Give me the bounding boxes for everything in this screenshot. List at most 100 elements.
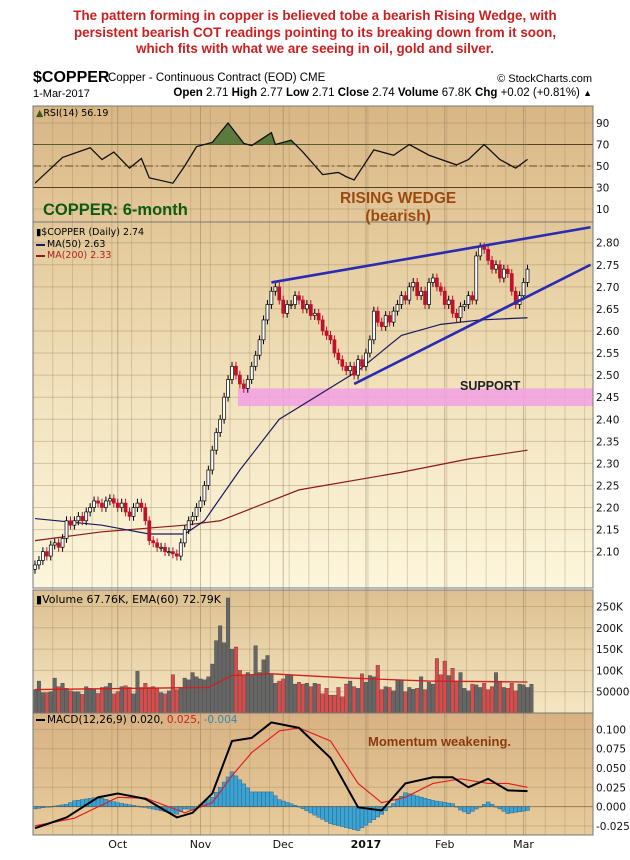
candle-up <box>202 485 207 502</box>
volume-bar <box>198 678 203 714</box>
macd-histogram-bar <box>316 806 321 818</box>
candle-down <box>435 277 439 288</box>
volume-bar <box>403 691 408 714</box>
price-tick-label: 2.15 <box>596 525 619 537</box>
volume-bar <box>111 693 116 714</box>
volume-bar <box>348 680 353 714</box>
volume-bar <box>96 693 100 714</box>
ma50-legend: MA(50) 2.63 <box>36 239 105 250</box>
candle-up <box>198 500 203 508</box>
volume-bar <box>127 687 132 714</box>
candle-down <box>238 374 242 385</box>
volume-bar <box>482 683 487 714</box>
candle-up <box>265 304 270 321</box>
rsi-icon: ▲ <box>36 108 44 119</box>
price-legend: ▮$COPPER (Daily) 2.74 <box>36 227 144 238</box>
volume-bar <box>336 687 341 714</box>
macd-histogram-bar <box>308 806 313 814</box>
volume-bar <box>170 674 175 714</box>
volume-bar <box>265 655 270 714</box>
volume-tick-label: 200K <box>596 623 624 635</box>
macd-histogram-bar <box>115 802 120 807</box>
volume-bar <box>194 676 199 714</box>
volume-bar <box>190 672 195 714</box>
candle-down <box>234 365 238 376</box>
macd-legend-name: MACD(12,26,9) <box>47 714 127 726</box>
volume-bar <box>297 682 301 714</box>
candle-down <box>143 507 148 522</box>
volume-bar <box>230 648 234 714</box>
volume-bar <box>356 688 361 714</box>
volume-bar <box>419 676 424 714</box>
ma200-line <box>34 449 528 542</box>
candle-down <box>174 553 179 557</box>
macd-histogram-bar <box>320 806 325 820</box>
macd-histogram-bar <box>344 806 349 828</box>
rsi-tick-label: 10 <box>596 204 609 216</box>
volume-bar <box>88 688 93 714</box>
price-tick-label: 2.45 <box>596 392 619 404</box>
macd-swatch <box>36 719 45 721</box>
volume-bar <box>139 687 144 714</box>
close-label: Close <box>337 87 370 99</box>
macd-histogram-bar <box>284 802 290 807</box>
volume-bar <box>241 674 246 714</box>
volume-tick-label: 150K <box>596 644 624 656</box>
volume-bar <box>415 688 420 714</box>
candle-down <box>454 312 459 319</box>
candle-up <box>48 544 53 557</box>
candle-up <box>474 255 479 301</box>
volume-bar <box>525 687 530 714</box>
volume-bar <box>273 683 278 714</box>
volume-bar <box>308 686 313 714</box>
price-tick-label: 2.25 <box>596 480 619 492</box>
rsi-tick-label: 90 <box>596 118 609 130</box>
volume-bar <box>68 690 73 714</box>
volume-bar <box>285 675 290 714</box>
rsi-tick-label: 70 <box>596 140 609 152</box>
chart-description: Copper - Continuous Contract (EOD) CME <box>108 72 326 84</box>
candle-down <box>352 365 356 376</box>
volume-bar <box>214 640 219 714</box>
candle-down <box>56 542 61 548</box>
macd-histogram-bar <box>466 806 471 814</box>
macd-histogram-bar <box>485 801 491 807</box>
candle-down <box>513 290 518 305</box>
price-panel-border <box>32 221 594 589</box>
volume-bar <box>92 688 97 714</box>
high-label: High <box>231 87 258 99</box>
volume-bar <box>442 660 447 714</box>
x-tick-label: Mar <box>513 838 534 851</box>
macd-tick-label: 0.000 <box>596 802 626 814</box>
momentum-annotation: Momentum weakening. <box>368 734 512 749</box>
candle-up <box>104 500 108 508</box>
volume-bar <box>505 688 510 714</box>
candle-down <box>115 502 120 508</box>
support-annotation: SUPPORT <box>460 379 521 393</box>
candle-up <box>364 352 368 367</box>
volume-bar <box>490 686 494 714</box>
candle-up <box>72 520 77 526</box>
volume-bar <box>103 686 108 714</box>
candle-down <box>277 286 282 301</box>
volume-bar <box>206 676 211 714</box>
candle-up <box>293 295 297 305</box>
candle-up <box>60 538 65 548</box>
volume-bar <box>462 688 467 714</box>
candle-down <box>332 339 337 354</box>
candle-up <box>230 365 234 380</box>
volume-bar <box>261 659 266 714</box>
price-tick-label: 2.30 <box>596 458 619 470</box>
volume-bar <box>100 687 104 714</box>
volume-bar <box>450 668 455 714</box>
volume-bar <box>364 682 368 714</box>
ma50-swatch <box>36 243 45 246</box>
volume-bar <box>427 682 431 714</box>
candle-up <box>214 432 219 451</box>
macd-histogram-bar <box>458 806 463 811</box>
volume-bar <box>454 680 459 714</box>
candle-up <box>525 268 530 283</box>
candle-down <box>482 246 487 250</box>
price-tick-label: 2.35 <box>596 436 619 448</box>
candle-up <box>431 277 435 283</box>
